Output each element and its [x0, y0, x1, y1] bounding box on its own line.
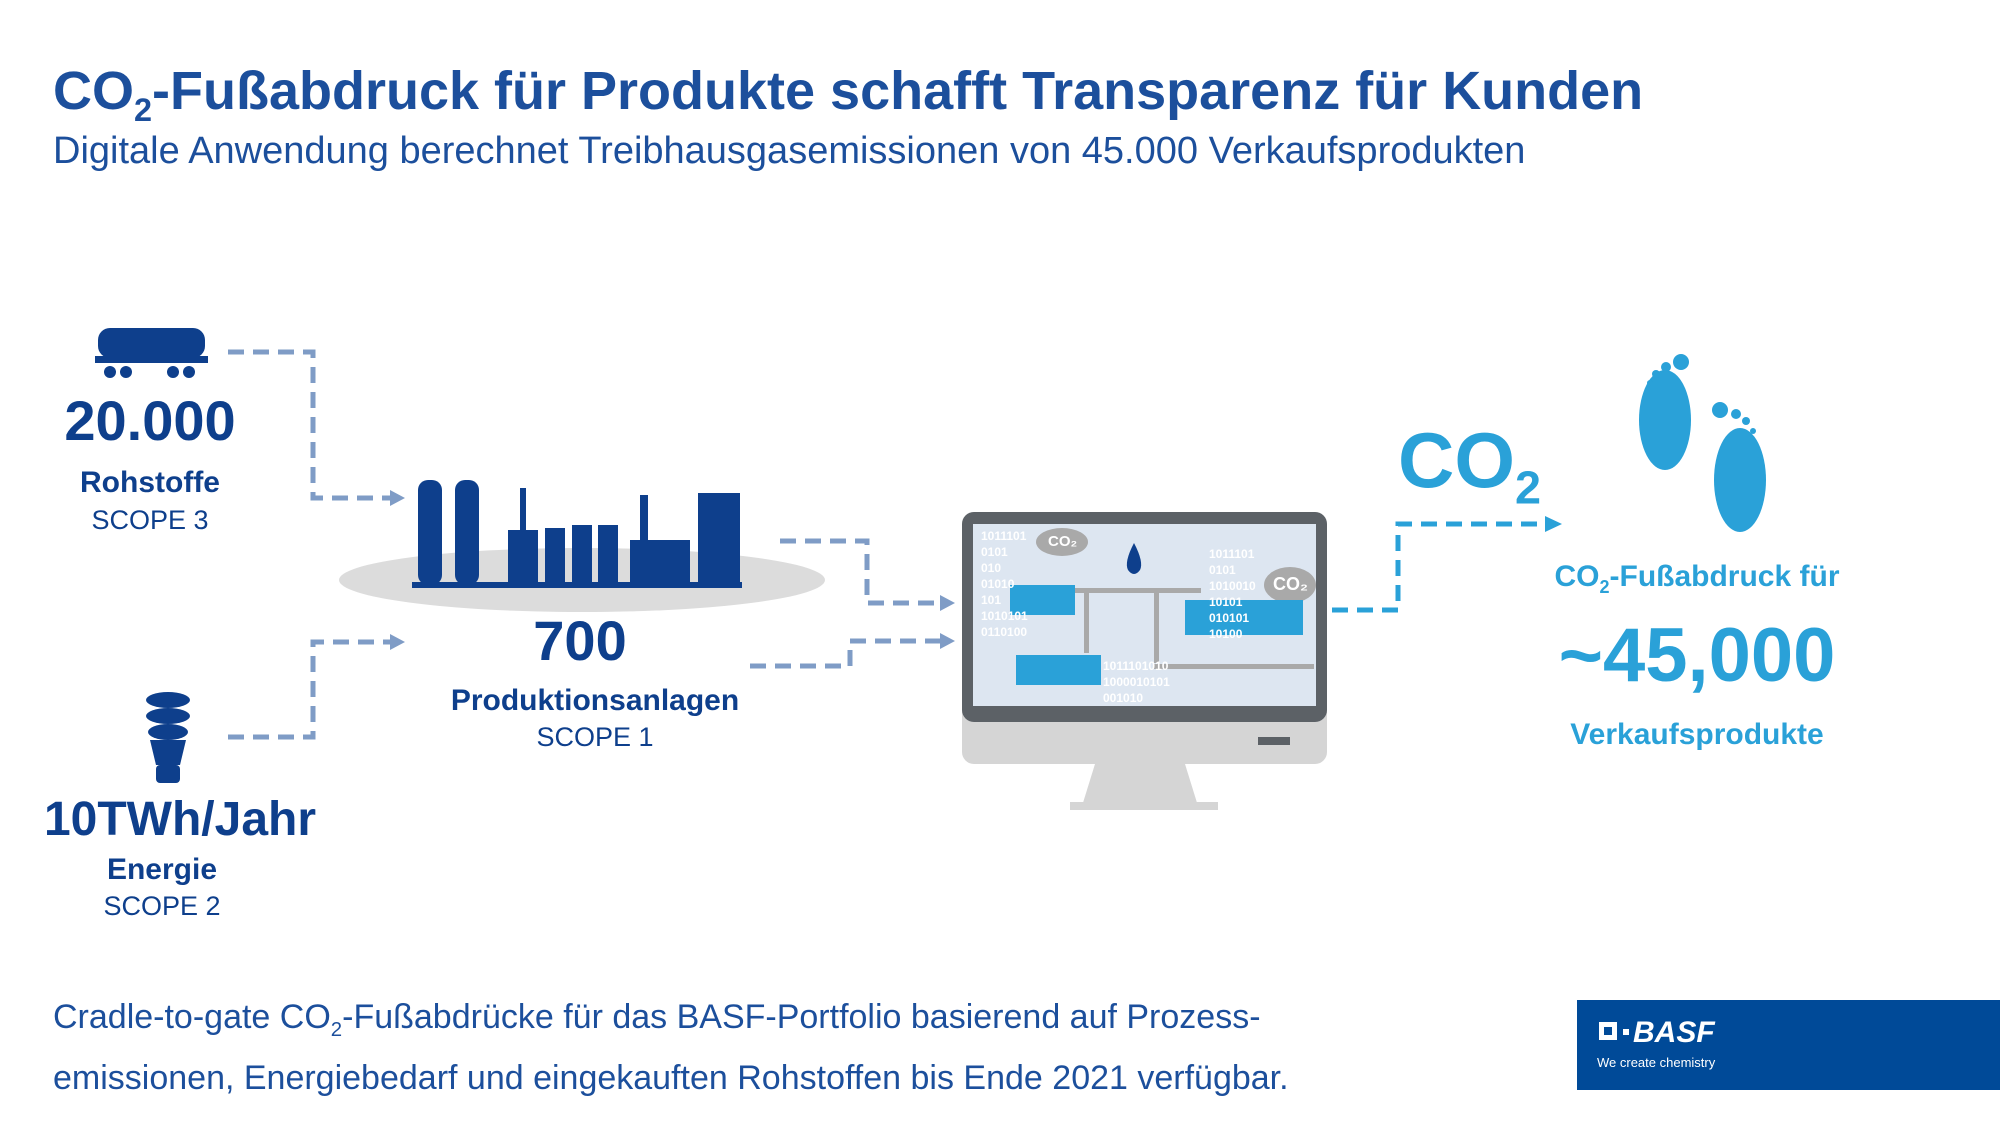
light-bulb-icon [146, 692, 190, 783]
energy-scope: SCOPE 2 [103, 891, 221, 921]
footprints-icon [1639, 354, 1766, 532]
raw-materials-label: Rohstoffe [80, 466, 220, 499]
arrow-energy [228, 639, 390, 740]
raw-materials-scope: SCOPE 3 [91, 505, 209, 535]
plants-scope: SCOPE 1 [536, 722, 654, 752]
plants-label: Produktionsanlagen [450, 684, 740, 717]
cloud-label-1: CO₂ [1048, 533, 1078, 550]
energy-label: Energie [106, 853, 218, 886]
footprint-label: CO2-Fußabdruck für [1554, 560, 1840, 597]
monitor-screen: 1011101 0101 010 01010 101 1010101 0110100 101… [973, 524, 1316, 706]
arrow-raw-materials [228, 349, 390, 501]
page-subtitle: Digitale Anwendung berechnet Treibhausga… [53, 130, 1526, 172]
co2-label: CO2 [1398, 416, 1542, 514]
rail-tank-car-icon [95, 328, 208, 378]
binary-column-2: 1011101010 1000010101 001010 [1103, 659, 1170, 705]
arrow-plants-1 [780, 538, 940, 606]
factory-icon [339, 480, 825, 612]
basf-logo: BASF We create chemistry [1577, 1000, 2000, 1090]
basf-square-icon [1599, 1022, 1617, 1040]
arrow-plants-2 [750, 638, 940, 669]
binary-column-3: 1011101 0101 1010010 10101 010101 10100 [1209, 547, 1256, 641]
product-unit: Verkaufsprodukte [1570, 718, 1824, 751]
cloud-label-2: CO₂ [1273, 574, 1308, 594]
computer-monitor-icon [962, 512, 1327, 810]
raw-materials-value: 20.000 [64, 389, 236, 452]
binary-column-1: 1011101 0101 010 01010 101 1010101 0110100 [981, 529, 1028, 639]
energy-value: 10TWh/Jahr [43, 793, 317, 846]
footer-text: Cradle-to-gate CO2-Fußabdrücke für das B… [53, 998, 1289, 1097]
plants-value: 700 [533, 609, 627, 672]
page-title: CO2-Fußabdruck für Produkte schafft Tran… [53, 61, 1644, 128]
arrow-output [1332, 521, 1545, 613]
product-count: ~45,000 [1558, 613, 1836, 698]
